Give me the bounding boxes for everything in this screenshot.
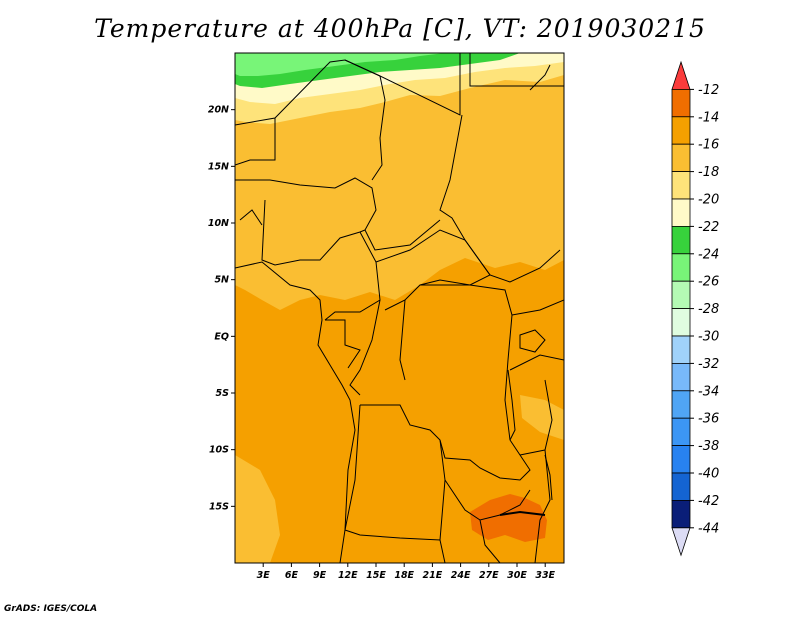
border-mozambique bbox=[519, 449, 551, 563]
border-tanzania bbox=[509, 354, 564, 371]
colorbar-swatch bbox=[671, 445, 691, 474]
longitude-axis: 3E 6E 9E 12E 15E 18E 21E 24E 27E 30E 33E bbox=[257, 563, 556, 581]
lon-tick-label: 3E bbox=[257, 570, 271, 581]
coastline-red-sea bbox=[529, 64, 551, 91]
border-namibia bbox=[439, 539, 446, 563]
border-niger-chad bbox=[235, 177, 441, 251]
colorbar-label: -22 bbox=[698, 220, 719, 235]
border-egypt-sudan bbox=[469, 53, 564, 87]
lake-kariba bbox=[499, 510, 546, 516]
colorbar-swatch bbox=[671, 362, 691, 392]
lake-victoria bbox=[519, 329, 546, 353]
border-uganda-kenya bbox=[511, 299, 564, 316]
colorbar-label: -20 bbox=[698, 193, 719, 208]
border-angola bbox=[344, 404, 446, 541]
border-libya-egypt bbox=[344, 53, 461, 116]
colorbar-label: -40 bbox=[698, 467, 719, 482]
field-band-12-14 bbox=[470, 494, 547, 542]
colorbar-label: -26 bbox=[698, 275, 719, 290]
border-nigeria bbox=[261, 199, 366, 266]
latitude-axis: 20N 15N 10N 5N EQ 5S 10S 15S bbox=[208, 105, 235, 512]
colorbar-swatch bbox=[671, 171, 691, 200]
colorbar-label: -32 bbox=[698, 357, 719, 372]
colorbar-swatch bbox=[671, 390, 691, 419]
colorbar: -12 -14 -16 -18 -20 -22 -24 -26 -28 -30 -32 -34 -36 -… bbox=[671, 60, 719, 557]
colorbar-swatch bbox=[671, 417, 691, 447]
colorbar-swatch bbox=[671, 253, 691, 282]
lon-tick-label: 12E bbox=[338, 570, 358, 581]
colorbar-swatch bbox=[671, 280, 691, 310]
field-east-light bbox=[520, 395, 564, 440]
border-congo bbox=[349, 299, 381, 396]
colorbar-label: -14 bbox=[698, 110, 719, 125]
border-botswana bbox=[479, 519, 501, 563]
colorbar-label: -42 bbox=[698, 494, 719, 509]
lat-tick-label: 20N bbox=[208, 105, 229, 116]
colorbar-label: -16 bbox=[698, 138, 719, 153]
border-cameroon bbox=[324, 231, 381, 321]
field-sw-light bbox=[235, 455, 280, 563]
temperature-field bbox=[235, 53, 564, 563]
lon-tick-label: 24E bbox=[451, 570, 471, 581]
border-gabon bbox=[325, 319, 361, 369]
colorbar-swatch bbox=[671, 225, 691, 255]
lon-tick-label: 33E bbox=[535, 570, 555, 581]
colorbar-label: -12 bbox=[698, 83, 719, 98]
field-band-24-26 bbox=[235, 53, 445, 76]
lon-tick-label: 18E bbox=[394, 570, 414, 581]
lat-tick-label: 5S bbox=[216, 388, 230, 399]
lon-tick-label: 27E bbox=[479, 570, 499, 581]
colorbar-swatch bbox=[671, 308, 691, 337]
colorbar-swatch bbox=[671, 89, 691, 118]
lat-tick-label: 5N bbox=[214, 275, 229, 286]
border-drc-inner bbox=[399, 299, 406, 381]
border-zambia bbox=[444, 479, 531, 521]
border-mali-niger bbox=[235, 118, 276, 166]
coastline-atlantic bbox=[235, 261, 356, 563]
lon-tick-label: 15E bbox=[366, 570, 386, 581]
lat-tick-label: 15N bbox=[208, 161, 229, 172]
map-frame bbox=[234, 52, 565, 564]
colorbar-swatch bbox=[671, 143, 691, 172]
colorbar-label: -34 bbox=[698, 384, 719, 399]
lake-tanganyika bbox=[507, 369, 516, 441]
colorbar-label: -30 bbox=[698, 330, 719, 345]
lon-tick-label: 6E bbox=[285, 570, 299, 581]
field-band-16-18 bbox=[235, 53, 564, 310]
grads-credit: GrADS: IGES/COLA bbox=[4, 604, 98, 614]
lon-tick-label: 9E bbox=[313, 570, 327, 581]
lon-tick-label: 30E bbox=[507, 570, 527, 581]
country-borders bbox=[235, 53, 564, 563]
lat-tick-label: 10S bbox=[209, 445, 229, 456]
colorbar-label: -24 bbox=[698, 247, 719, 262]
colorbar-label: -36 bbox=[698, 412, 719, 427]
colorbar-swatch bbox=[671, 198, 691, 227]
lat-tick-label: EQ bbox=[214, 331, 229, 342]
border-east-coast bbox=[544, 379, 553, 451]
border-benin bbox=[239, 209, 263, 226]
colorbar-label: -18 bbox=[698, 165, 719, 180]
lon-tick-label: 21E bbox=[423, 570, 443, 581]
colorbar-label: -44 bbox=[698, 521, 719, 536]
colorbar-swatch bbox=[671, 335, 691, 364]
colorbar-swatch bbox=[671, 60, 691, 90]
colorbar-swatch bbox=[671, 116, 691, 145]
colorbar-swatch bbox=[671, 527, 691, 557]
colorbar-label: -28 bbox=[698, 302, 719, 317]
lake-malawi bbox=[544, 454, 553, 501]
colorbar-swatch bbox=[671, 499, 691, 529]
colorbar-label: -38 bbox=[698, 439, 719, 454]
border-car bbox=[375, 229, 491, 311]
colorbar-swatch bbox=[671, 472, 691, 501]
lat-tick-label: 15S bbox=[209, 501, 229, 512]
map-title: Temperature at 400hPa [C], VT: 201903021… bbox=[94, 14, 706, 43]
lat-tick-label: 10N bbox=[208, 218, 229, 229]
